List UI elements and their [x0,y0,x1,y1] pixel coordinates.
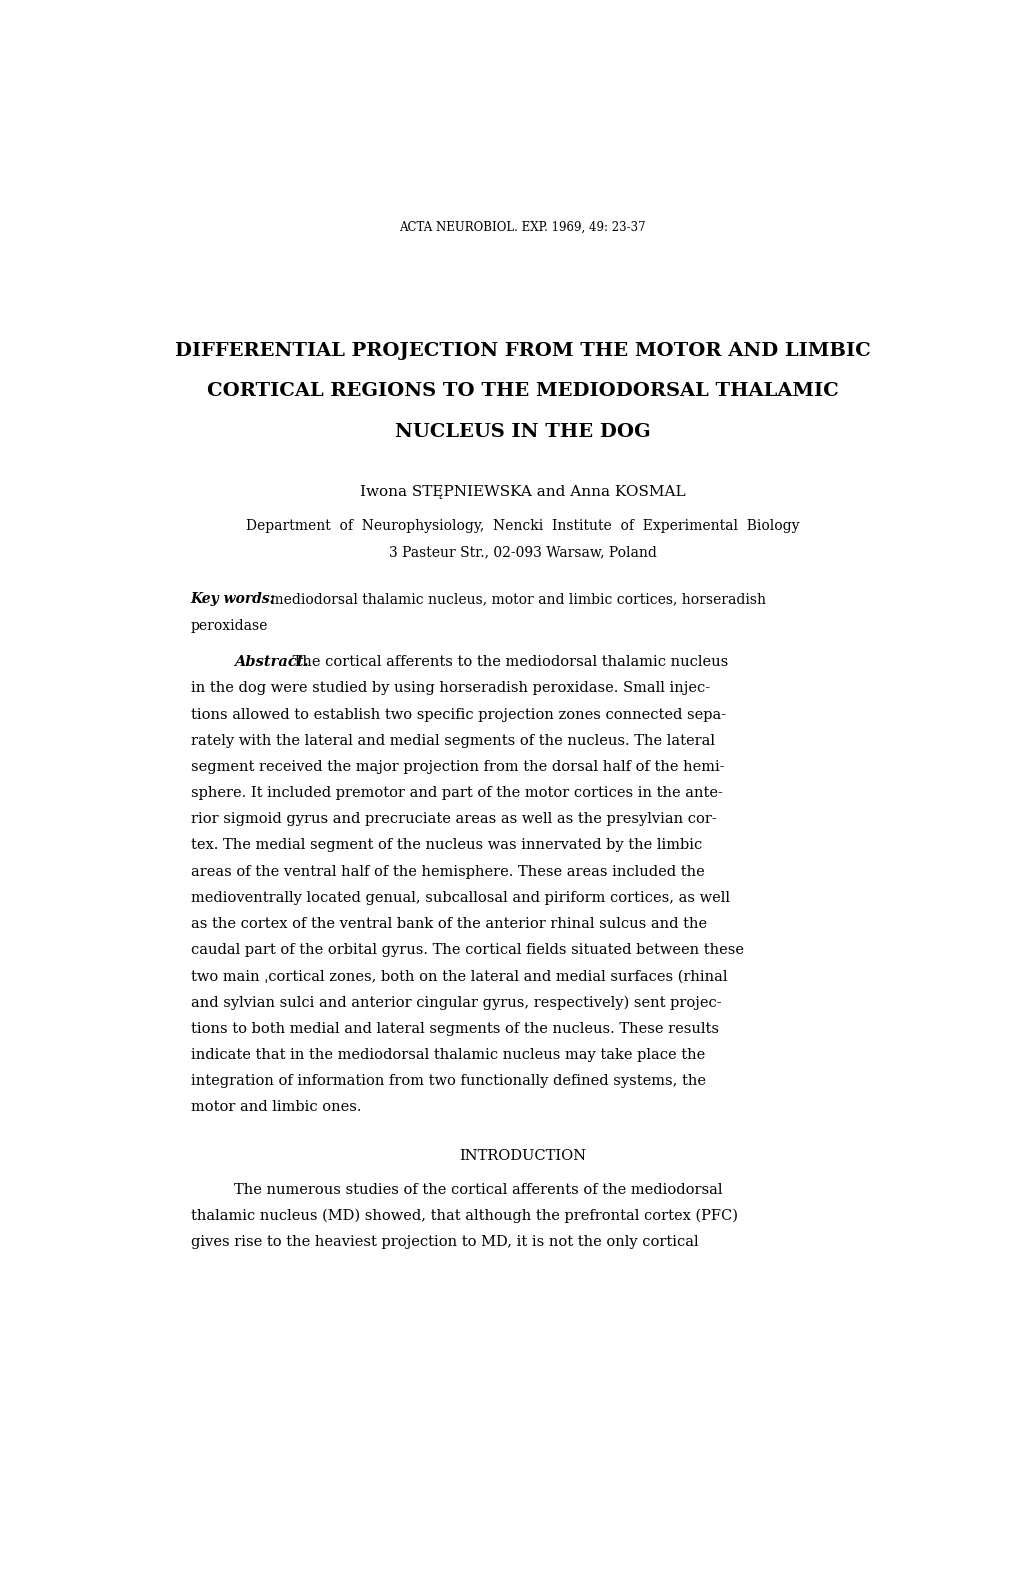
Text: motor and limbic ones.: motor and limbic ones. [191,1101,361,1114]
Text: The numerous studies of the cortical afferents of the mediodorsal: The numerous studies of the cortical aff… [234,1183,722,1196]
Text: Iwona STĘPNIEWSKA and Anna KOSMAL: Iwona STĘPNIEWSKA and Anna KOSMAL [360,484,685,498]
Text: ACTA NEUROBIOL. EXP. 1969, 49: 23-37: ACTA NEUROBIOL. EXP. 1969, 49: 23-37 [399,220,645,233]
Text: thalamic nucleus (MD) showed, that although the prefrontal cortex (PFC): thalamic nucleus (MD) showed, that altho… [191,1209,737,1223]
Text: peroxidase: peroxidase [191,619,268,633]
Text: Abstract.: Abstract. [234,655,309,669]
Text: gives rise to the heaviest projection to MD, it is not the only cortical: gives rise to the heaviest projection to… [191,1236,698,1250]
Text: DIFFERENTIAL PROJECTION FROM THE MOTOR AND LIMBIC: DIFFERENTIAL PROJECTION FROM THE MOTOR A… [174,342,870,361]
Text: indicate that in the mediodorsal thalamic nucleus may take place the: indicate that in the mediodorsal thalami… [191,1047,704,1062]
Text: mediodorsal thalamic nucleus, motor and limbic cortices, horseradish: mediodorsal thalamic nucleus, motor and … [266,592,765,606]
Text: rately with the lateral and medial segments of the nucleus. The lateral: rately with the lateral and medial segme… [191,734,714,748]
Text: Key words:: Key words: [191,592,275,606]
Text: tions to both medial and lateral segments of the nucleus. These results: tions to both medial and lateral segment… [191,1022,718,1036]
Text: CORTICAL REGIONS TO THE MEDIODORSAL THALAMIC: CORTICAL REGIONS TO THE MEDIODORSAL THAL… [207,383,838,400]
Text: NUCLEUS IN THE DOG: NUCLEUS IN THE DOG [394,422,650,440]
Text: INTRODUCTION: INTRODUCTION [459,1149,586,1163]
Text: areas of the ventral half of the hemisphere. These areas included the: areas of the ventral half of the hemisph… [191,865,704,878]
Text: segment received the major projection from the dorsal half of the hemi-: segment received the major projection fr… [191,759,723,774]
Text: tex. The medial segment of the nucleus was innervated by the limbic: tex. The medial segment of the nucleus w… [191,838,701,853]
Text: 3 Pasteur Str., 02-093 Warsaw, Poland: 3 Pasteur Str., 02-093 Warsaw, Poland [388,546,656,560]
Text: integration of information from two functionally defined systems, the: integration of information from two func… [191,1074,705,1088]
Text: sphere. It included premotor and part of the motor cortices in the ante-: sphere. It included premotor and part of… [191,786,721,800]
Text: as the cortex of the ventral bank of the anterior rhinal sulcus and the: as the cortex of the ventral bank of the… [191,918,706,932]
Text: Department  of  Neurophysiology,  Nencki  Institute  of  Experimental  Biology: Department of Neurophysiology, Nencki In… [246,519,799,533]
Text: tions allowed to establish two specific projection zones connected sepa-: tions allowed to establish two specific … [191,707,726,721]
Text: caudal part of the orbital gyrus. The cortical fields situated between these: caudal part of the orbital gyrus. The co… [191,943,743,957]
Text: two main ˌcortical zones, both on the lateral and medial surfaces (rhinal: two main ˌcortical zones, both on the la… [191,970,727,984]
Text: medioventrally located genual, subcallosal and piriform cortices, as well: medioventrally located genual, subcallos… [191,891,729,905]
Text: in the dog were studied by using horseradish peroxidase. Small injec-: in the dog were studied by using horsera… [191,682,709,696]
Text: rior sigmoid gyrus and precruciate areas as well as the presylvian cor-: rior sigmoid gyrus and precruciate areas… [191,812,715,826]
Text: The cortical afferents to the mediodorsal thalamic nucleus: The cortical afferents to the mediodorsa… [287,655,728,669]
Text: and sylvian sulci and anterior cingular gyrus, respectively) sent projec-: and sylvian sulci and anterior cingular … [191,995,720,1009]
